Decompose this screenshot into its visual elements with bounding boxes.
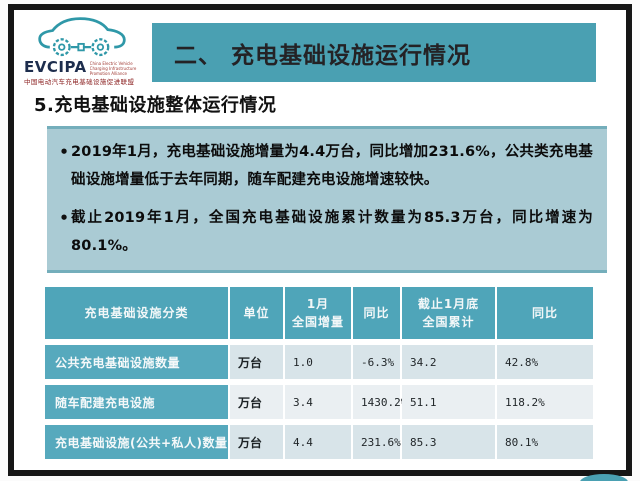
table-cell: -6.3% [353, 345, 402, 379]
table-cell: 1.0 [285, 345, 353, 379]
table-cell: 万台 [230, 425, 285, 459]
table-cell: 万台 [230, 345, 285, 379]
table-cell: 34.2 [402, 345, 497, 379]
table-cell: 万台 [230, 385, 285, 419]
table-cell: 80.1% [497, 425, 593, 459]
table-row-label: 随车配建充电设施 [45, 385, 230, 419]
logo-name-chinese: 中国电动汽车充电基础设施促进联盟 [24, 78, 135, 86]
bullet-marker [57, 204, 71, 261]
table-cell: 3.4 [285, 385, 353, 419]
column-header-unit: 单位 [230, 287, 285, 339]
slide-title-bar: 二、 充电基础设施运行情况 [152, 23, 596, 82]
ev-car-logo-icon [36, 14, 128, 64]
logo-acronym: EVCIPA [24, 58, 87, 76]
table-row-label: 公共充电基础设施数量 [45, 345, 230, 379]
slide-title: 二、 充电基础设施运行情况 [174, 42, 472, 69]
column-header-jan-increase: 1月 全国增量 [285, 287, 353, 339]
table-cell: 118.2% [497, 385, 593, 419]
summary-bullet-1: 2019年1月，充电基础设施增量为4.4万台，同比增加231.6%，公共类充电基… [57, 138, 593, 195]
table-cell: 85.3 [402, 425, 497, 459]
bullet-marker [57, 138, 71, 195]
bullet-text: 2019年1月，充电基础设施增量为4.4万台，同比增加231.6%，公共类充电基… [71, 144, 593, 189]
column-header-category: 充电基础设施分类 [45, 287, 230, 339]
table-cell: 4.4 [285, 425, 353, 459]
logo-name-english: China Electric Vehicle Charging Infrastr… [89, 61, 137, 76]
corner-logo-ellipse [580, 474, 628, 481]
infrastructure-table: 充电基础设施分类 单位 1月 全国增量 同比 截止1月底 全国累计 同比 公共充… [45, 287, 593, 459]
summary-bullet-2: 截止2019年1月，全国充电基础设施累计数量为85.3万台，同比增速为80.1%… [57, 204, 593, 261]
table-row-label: 充电基础设施(公共+私人)数量 [45, 425, 230, 459]
column-header-yoy-2: 同比 [497, 287, 593, 339]
table-cell: 231.6% [353, 425, 402, 459]
column-header-yoy-1: 同比 [353, 287, 402, 339]
evcipa-logo: EVCIPA China Electric Vehicle Charging I… [22, 14, 144, 86]
table-cell: 42.8% [497, 345, 593, 379]
logo-wordmark: EVCIPA China Electric Vehicle Charging I… [24, 58, 138, 76]
table-cell: 1430.2% [353, 385, 407, 419]
column-header-cumulative: 截止1月底 全国累计 [402, 287, 497, 339]
bullet-text: 截止2019年1月，全国充电基础设施累计数量为85.3万台，同比增速为80.1%… [71, 209, 593, 254]
summary-box: 2019年1月，充电基础设施增量为4.4万台，同比增加231.6%，公共类充电基… [47, 126, 607, 273]
section-subtitle: 5.充电基础设施整体运行情况 [34, 95, 277, 116]
table-cell: 51.1 [402, 385, 497, 419]
